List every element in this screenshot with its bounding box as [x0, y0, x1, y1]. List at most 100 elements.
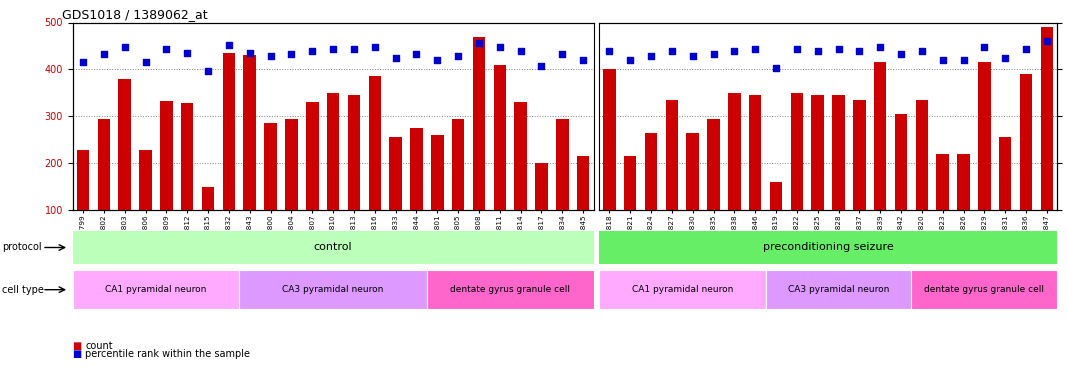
Bar: [556, 118, 568, 257]
Point: [491, 44, 508, 50]
Bar: [707, 118, 720, 257]
Point: [622, 57, 639, 63]
Bar: [202, 187, 215, 257]
Point: [601, 48, 618, 54]
Point: [116, 44, 134, 50]
Text: CA1 pyramidal neuron: CA1 pyramidal neuron: [106, 285, 207, 294]
Bar: [1040, 27, 1053, 257]
Point: [955, 57, 972, 63]
Point: [303, 48, 320, 54]
Text: CA1 pyramidal neuron: CA1 pyramidal neuron: [631, 285, 733, 294]
Bar: [770, 182, 782, 257]
Point: [158, 46, 175, 52]
Bar: [410, 128, 423, 257]
Bar: [473, 37, 485, 257]
Text: CA3 pyramidal neuron: CA3 pyramidal neuron: [788, 285, 890, 294]
Point: [1018, 46, 1035, 52]
Bar: [307, 102, 318, 257]
Point: [643, 53, 660, 59]
Point: [470, 40, 487, 46]
Bar: [937, 154, 949, 257]
Bar: [244, 56, 256, 257]
Point: [75, 59, 92, 65]
Bar: [515, 102, 527, 257]
Point: [830, 46, 847, 52]
Bar: [139, 150, 152, 257]
Point: [220, 42, 237, 48]
Point: [1038, 38, 1055, 44]
Text: cell type: cell type: [2, 285, 44, 295]
Bar: [911, 270, 1057, 309]
Point: [325, 46, 342, 52]
Bar: [452, 118, 465, 257]
Point: [726, 48, 743, 54]
Point: [283, 51, 300, 57]
Point: [788, 46, 805, 52]
Point: [366, 44, 383, 50]
Point: [428, 57, 445, 63]
Text: count: count: [85, 341, 113, 351]
Bar: [645, 133, 657, 257]
Point: [137, 59, 154, 65]
Text: ■: ■: [73, 341, 82, 351]
Bar: [728, 93, 740, 257]
Bar: [603, 69, 615, 257]
Point: [996, 55, 1014, 61]
Bar: [999, 137, 1011, 257]
Bar: [749, 95, 761, 257]
Point: [553, 51, 570, 57]
Bar: [978, 62, 991, 257]
Bar: [77, 150, 90, 257]
Point: [345, 46, 362, 52]
Bar: [577, 156, 590, 257]
Bar: [390, 137, 402, 257]
Bar: [431, 135, 443, 257]
Bar: [222, 53, 235, 257]
Bar: [493, 64, 506, 257]
Point: [408, 51, 425, 57]
Bar: [264, 123, 277, 257]
Bar: [97, 118, 110, 257]
Point: [747, 46, 764, 52]
Bar: [73, 270, 239, 309]
Point: [913, 48, 930, 54]
Bar: [766, 270, 911, 309]
Point: [387, 55, 404, 61]
Text: preconditioning seizure: preconditioning seizure: [763, 243, 894, 252]
Point: [95, 51, 112, 57]
Point: [851, 48, 868, 54]
Bar: [1020, 74, 1033, 257]
Point: [241, 50, 258, 55]
Bar: [368, 76, 381, 257]
Point: [450, 53, 467, 59]
Bar: [665, 100, 678, 257]
Bar: [327, 93, 340, 257]
Point: [893, 51, 910, 57]
Bar: [624, 156, 637, 257]
Bar: [915, 100, 928, 257]
Point: [575, 57, 592, 63]
Point: [663, 48, 680, 54]
Bar: [348, 95, 360, 257]
Point: [178, 50, 195, 55]
Text: dentate gyrus granule cell: dentate gyrus granule cell: [925, 285, 1045, 294]
Bar: [812, 95, 823, 257]
Bar: [790, 93, 803, 257]
Bar: [535, 163, 548, 257]
Bar: [687, 133, 698, 257]
Bar: [427, 270, 594, 309]
Point: [810, 48, 827, 54]
Text: percentile rank within the sample: percentile rank within the sample: [85, 350, 250, 359]
Bar: [160, 101, 173, 257]
Bar: [239, 270, 427, 309]
Text: CA3 pyramidal neuron: CA3 pyramidal neuron: [282, 285, 383, 294]
Text: protocol: protocol: [2, 243, 42, 252]
Text: control: control: [314, 243, 352, 252]
Point: [685, 53, 702, 59]
Point: [705, 51, 722, 57]
Point: [768, 64, 785, 70]
Bar: [957, 154, 970, 257]
Point: [976, 44, 993, 50]
Bar: [874, 62, 886, 257]
Point: [200, 68, 217, 74]
